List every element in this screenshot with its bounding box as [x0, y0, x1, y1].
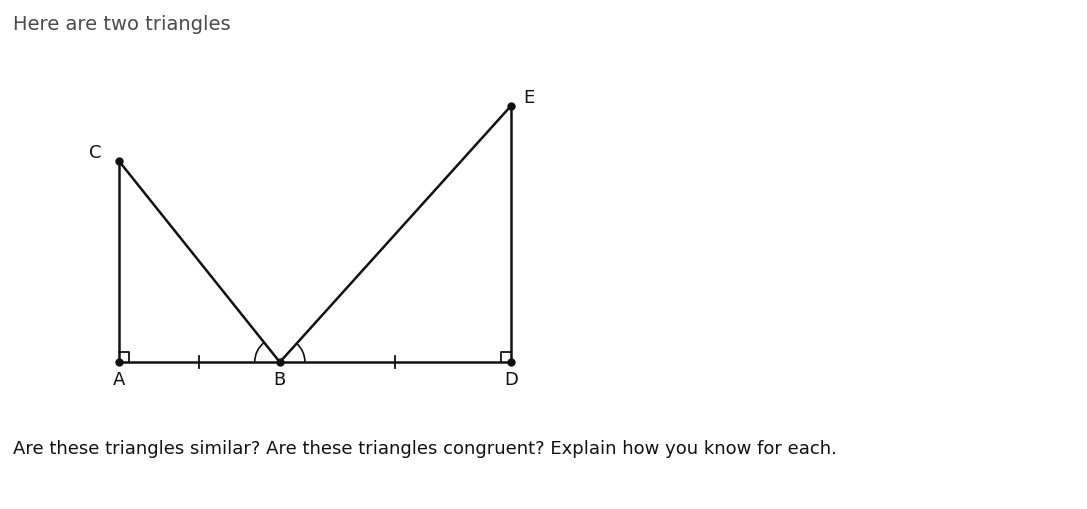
Text: A: A [113, 371, 125, 389]
Text: D: D [504, 371, 517, 389]
Text: Here are two triangles: Here are two triangles [13, 15, 230, 34]
Text: E: E [523, 89, 534, 107]
Text: Are these triangles similar? Are these triangles congruent? Explain how you know: Are these triangles similar? Are these t… [13, 440, 837, 458]
Text: B: B [274, 371, 286, 389]
Text: C: C [88, 144, 101, 162]
